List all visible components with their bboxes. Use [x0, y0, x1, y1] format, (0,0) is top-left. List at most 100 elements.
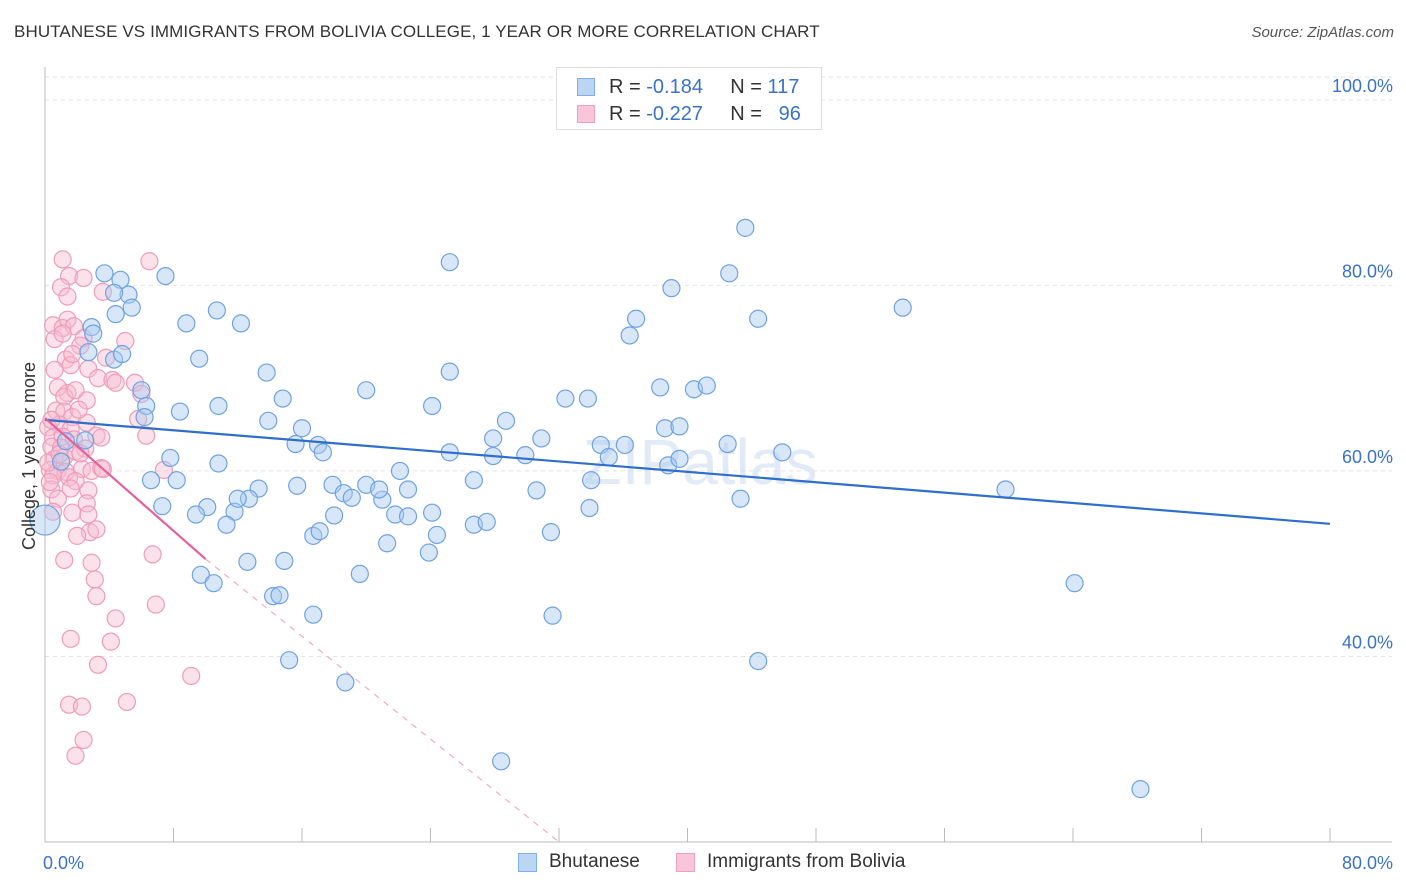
data-point-bhutanese [357, 381, 376, 400]
data-point-bhutanese [578, 389, 598, 408]
data-point-bhutanese [190, 349, 209, 368]
data-point-bhutanese [398, 480, 418, 499]
data-point-bhutanese [336, 673, 355, 692]
data-point-bhutanese [161, 448, 180, 468]
data-point-bolivia [61, 629, 80, 648]
data-point-bhutanese [84, 324, 103, 343]
series-bhutanese-points [29, 218, 1150, 799]
trend-line-bolivia [44, 417, 207, 560]
data-point-bhutanese [95, 264, 114, 283]
data-point-bhutanese [749, 309, 768, 328]
x-tick-label: 0.0% [43, 853, 84, 873]
data-point-bhutanese [209, 454, 228, 473]
series-legend: Bhutanese Immigrants from Bolivia [0, 851, 1406, 879]
data-point-bolivia [82, 553, 101, 572]
data-point-bhutanese [106, 305, 125, 324]
data-point-bhutanese [310, 522, 329, 541]
data-point-bhutanese [655, 419, 675, 438]
data-point-bhutanese [177, 314, 196, 333]
legend-swatch-pink [676, 852, 695, 872]
data-point-bolivia [53, 324, 72, 343]
legend-item-bolivia: Immigrants from Bolivia [676, 851, 906, 873]
data-point-bolivia [58, 287, 77, 306]
data-point-bhutanese [29, 504, 61, 536]
legend-row-bhutanese: R = -0.184 N = 117 [577, 74, 799, 100]
data-point-bhutanese [56, 432, 75, 451]
data-point-bhutanese [390, 461, 410, 481]
x-tick-label: 80.0% [1342, 853, 1393, 873]
n-label: N = [730, 102, 762, 125]
data-point-bhutanese [373, 490, 392, 509]
data-point-bolivia [43, 502, 63, 521]
data-point-bhutanese [670, 417, 689, 436]
data-point-bhutanese [541, 523, 561, 542]
data-point-bhutanese [76, 431, 95, 450]
watermark: ZIPatlas [583, 426, 818, 498]
data-point-bhutanese [556, 389, 575, 408]
data-point-bhutanese [662, 279, 681, 298]
data-point-bhutanese [620, 326, 639, 345]
y-axis-label: College, 1 year or more [19, 362, 39, 550]
data-point-bhutanese [423, 503, 442, 522]
data-point-bhutanese [238, 552, 257, 571]
data-point-bolivia [53, 250, 72, 269]
n-value: 117 [767, 75, 800, 98]
data-point-bolivia [140, 252, 159, 271]
data-point-bhutanese [516, 446, 535, 465]
data-point-bolivia [61, 479, 80, 498]
source-label: Source: ZipAtlas.com [1251, 24, 1394, 41]
data-point-bhutanese [532, 429, 551, 448]
data-point-bolivia [66, 381, 85, 400]
data-point-bolivia [68, 526, 87, 545]
data-point-bhutanese [670, 449, 689, 468]
data-point-bolivia [143, 545, 162, 564]
data-point-bhutanese [773, 443, 792, 462]
data-point-bhutanese [527, 481, 546, 500]
data-point-bhutanese [1131, 780, 1150, 799]
data-point-bhutanese [112, 344, 132, 364]
data-point-bolivia [87, 587, 106, 606]
data-point-bhutanese [79, 343, 98, 362]
data-point-bolivia [45, 360, 64, 379]
data-point-bhutanese [440, 362, 459, 381]
data-point-bhutanese [582, 471, 601, 490]
trend-lines [44, 417, 1331, 843]
data-point-bhutanese [82, 318, 101, 337]
data-point-bhutanese [286, 434, 305, 454]
data-point-bhutanese [398, 507, 418, 526]
data-point-bhutanese [313, 443, 332, 462]
data-point-bhutanese [599, 447, 618, 467]
data-point-bolivia [87, 520, 106, 539]
data-point-bhutanese [749, 651, 768, 671]
data-point-bhutanese [543, 606, 562, 625]
data-point-bhutanese [132, 381, 151, 400]
data-point-bhutanese [477, 512, 496, 532]
data-point-bolivia [106, 609, 125, 628]
data-point-bhutanese [231, 314, 251, 333]
data-point-bolivia [69, 400, 88, 419]
data-point-bhutanese [186, 505, 206, 524]
r-label: R = [609, 75, 641, 98]
data-point-bhutanese [1065, 574, 1084, 593]
data-point-bolivia [64, 317, 84, 336]
y-tick-label: 60.0% [1342, 447, 1393, 467]
legend-row-bolivia: R = -0.227 N = 96 [577, 101, 801, 127]
data-point-bhutanese [209, 396, 228, 416]
data-point-bhutanese [350, 564, 369, 583]
data-point-bhutanese [378, 534, 397, 553]
data-point-bolivia [66, 746, 85, 765]
data-point-bhutanese [731, 489, 750, 508]
data-point-bolivia [88, 369, 108, 388]
data-point-bolivia [101, 632, 120, 651]
data-point-bhutanese [325, 506, 344, 525]
data-point-bolivia [137, 426, 156, 445]
correlation-legend: R = -0.184 N = 117 R = -0.227 N = 96 [556, 67, 822, 130]
tick-labels: 40.0% 60.0% 80.0% 100.0% 0.0% 80.0% [43, 76, 1393, 873]
data-point-bhutanese [170, 402, 190, 421]
data-point-bhutanese [718, 434, 737, 454]
data-point-bhutanese [651, 378, 670, 397]
data-point-bolivia [85, 570, 104, 589]
data-point-bolivia [106, 373, 125, 392]
data-point-bhutanese [207, 301, 226, 320]
